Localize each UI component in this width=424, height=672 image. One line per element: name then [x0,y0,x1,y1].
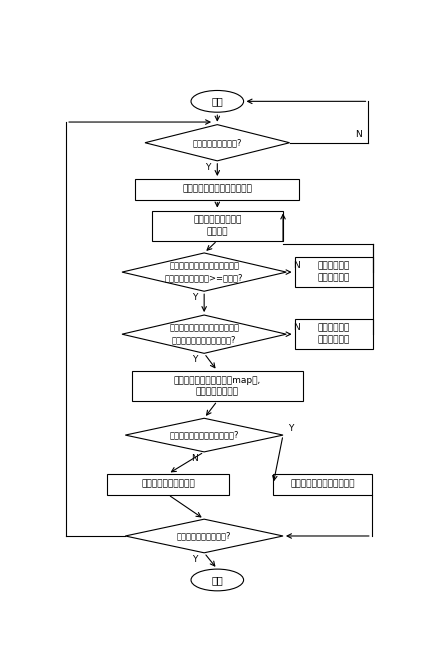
Text: Y: Y [289,425,294,433]
Text: 开始: 开始 [212,96,223,106]
Text: 特定缸角加速度值与其余几缸角
加速度平均值的比值>=最小值?: 特定缸角加速度值与其余几缸角 加速度平均值的比值>=最小值? [165,261,243,282]
Ellipse shape [191,569,243,591]
Ellipse shape [191,91,243,112]
Text: Y: Y [205,163,210,171]
Text: N: N [191,454,198,463]
Bar [273,474,372,495]
Text: 实际喷油量与理论喷油量一致?: 实际喷油量与理论喷油量一致? [170,431,239,439]
Text: 设置共轨压力并等待轨压稳定: 设置共轨压力并等待轨压稳定 [182,185,252,194]
Text: 结束: 结束 [212,575,223,585]
Text: 所有特征轨压点已学完?: 所有特征轨压点已学完? [177,532,232,540]
Text: Y: Y [192,293,197,302]
Text: 向特定缸实施一个小
脉宽喷射: 向特定缸实施一个小 脉宽喷射 [193,215,242,236]
Bar [295,319,374,349]
Text: 结束本次学习并放弃学习值: 结束本次学习并放弃学习值 [290,480,355,489]
Bar [151,210,283,241]
Text: N: N [293,261,299,270]
Text: 查角加速度比与喷油量的map图,
得到对应的喷油量: 查角加速度比与喷油量的map图, 得到对应的喷油量 [174,376,261,396]
Polygon shape [122,315,286,353]
Text: Y: Y [192,355,197,364]
Text: N: N [293,323,299,333]
Polygon shape [126,418,283,452]
Text: 计算并存储两者的差值: 计算并存储两者的差值 [141,480,195,489]
Bar [295,257,374,287]
Polygon shape [145,124,290,161]
Bar [107,474,229,495]
Text: 增加一个喷油
控制时间步长: 增加一个喷油 控制时间步长 [318,261,350,282]
Bar [135,179,299,200]
Text: 是否满足自学习条件?: 是否满足自学习条件? [192,138,242,147]
Text: N: N [355,130,362,140]
Polygon shape [126,519,283,553]
Text: Y: Y [192,555,197,564]
Text: 特定缸角加速度值与其余几缸角
加速度平均值的比值最大值?: 特定缸角加速度值与其余几缸角 加速度平均值的比值最大值? [169,324,239,345]
Bar [132,371,303,401]
Text: 减少一个喷油
控制时间步长: 减少一个喷油 控制时间步长 [318,324,350,345]
Polygon shape [122,253,286,291]
